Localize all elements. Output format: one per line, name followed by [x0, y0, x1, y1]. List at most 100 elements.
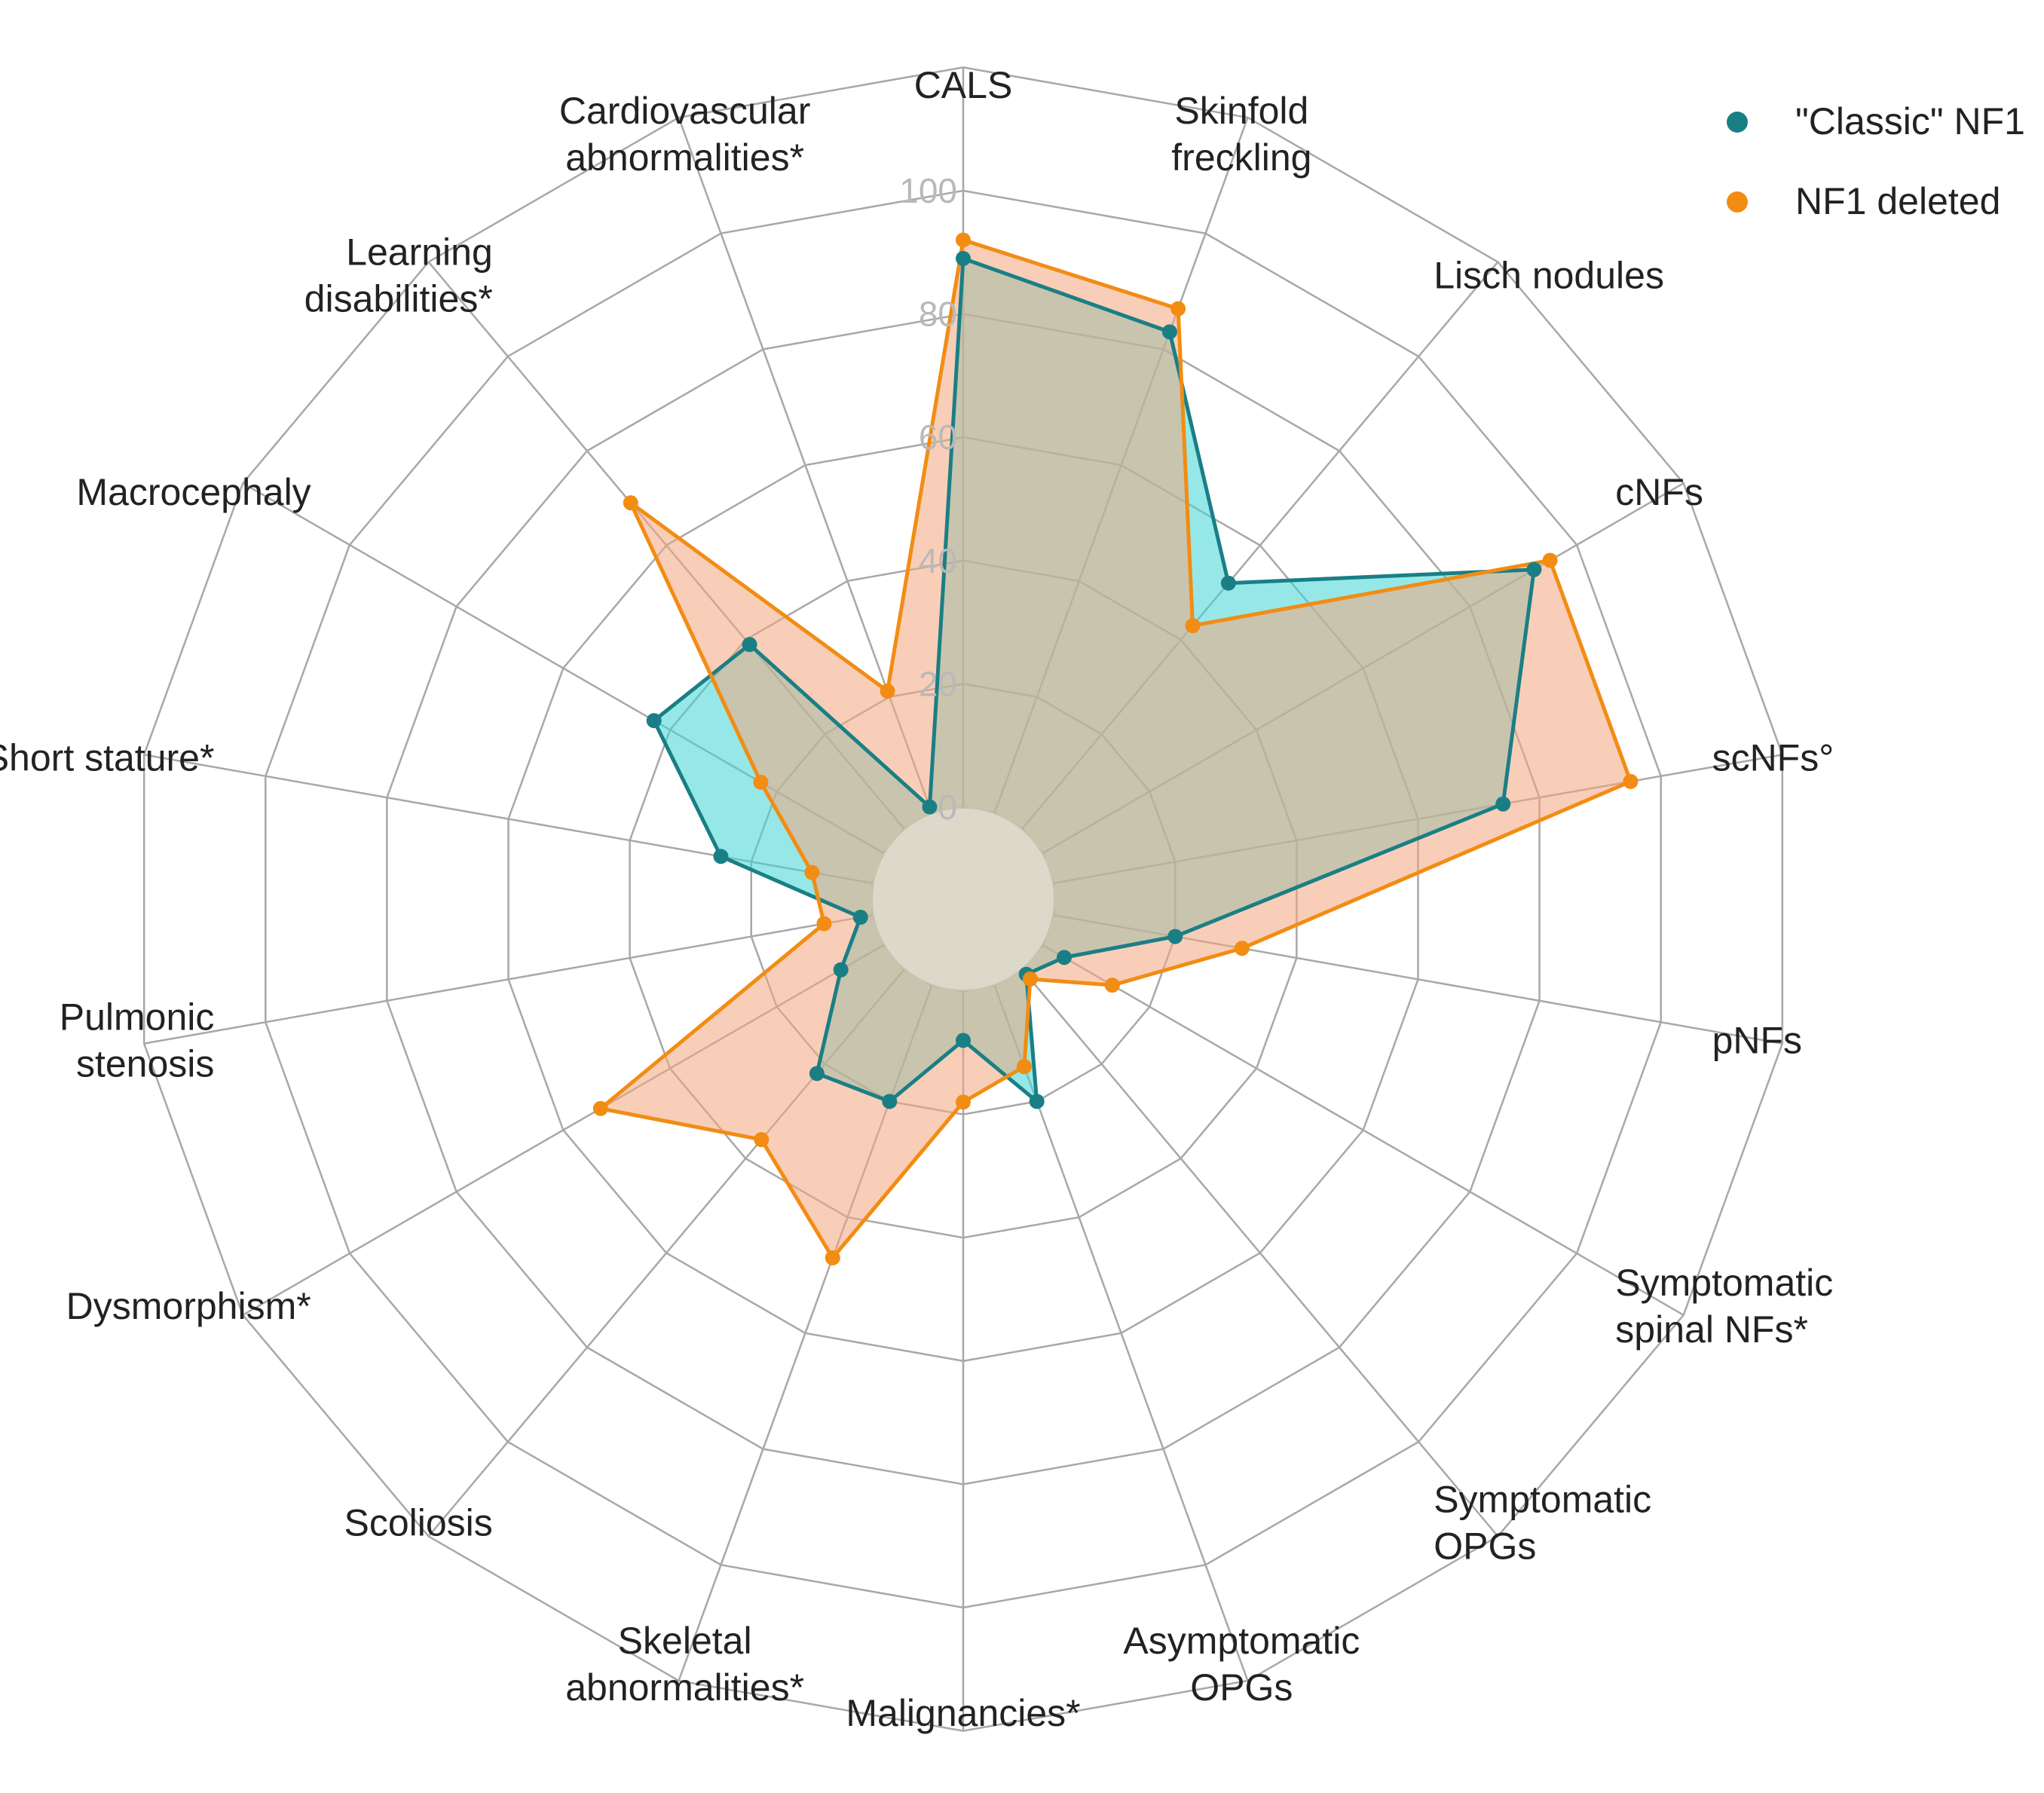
series-area-1 [600, 240, 1631, 1258]
radial-tick-labels: 0 20 40 60 80 100 [899, 171, 957, 827]
data-point [1542, 552, 1558, 568]
tick-label: 0 [938, 788, 957, 827]
axis-label-line: Learning [346, 231, 493, 274]
axis-label-line: Macrocephaly [76, 471, 311, 513]
axis-label: Pulmonic stenosis [60, 996, 215, 1085]
legend-label: NF1 deleted [1795, 180, 2000, 222]
data-point [1185, 618, 1201, 634]
axis-label-line: Short stature* [0, 736, 214, 779]
axis-label-line: abnormalities* [565, 136, 804, 179]
data-point [956, 250, 971, 266]
axis-label: Skeletal abnormalities* [565, 1620, 804, 1709]
axis-label-line: cNFs [1615, 471, 1703, 513]
data-point [1220, 575, 1236, 591]
axis-label-line: freckling [1171, 136, 1311, 179]
axis-label: Short stature* [0, 736, 214, 779]
data-point [1161, 324, 1177, 340]
tick-label: 60 [919, 418, 957, 457]
series-areas [600, 240, 1631, 1258]
data-point [1495, 796, 1511, 812]
inner-circle-overlay [873, 809, 1054, 990]
data-point [742, 637, 757, 653]
axis-label-line: OPGs [1434, 1525, 1536, 1567]
axis-label-line: Symptomatic [1434, 1478, 1651, 1520]
legend-marker [1727, 191, 1748, 213]
axis-label-line: CALS [914, 64, 1013, 106]
data-point [833, 962, 849, 978]
data-point [713, 849, 729, 864]
axis-label: cNFs [1615, 471, 1703, 513]
data-point [592, 1100, 608, 1116]
axis-label-line: spinal NFs* [1615, 1308, 1808, 1351]
series-points [592, 232, 1639, 1265]
data-point [809, 1066, 825, 1082]
data-point [1234, 941, 1250, 956]
axis-label: Asymptomatic OPGs [1123, 1620, 1360, 1709]
axis-label: CALS [914, 64, 1013, 106]
data-point [804, 864, 820, 880]
data-point [1016, 1059, 1032, 1075]
data-point [852, 910, 868, 926]
axis-label-line: Skinfold [1174, 90, 1308, 132]
axis-labels: CALS Skinfold freckling Lisch nodules cNFs sc… [0, 64, 1834, 1734]
axis-label: Macrocephaly [76, 471, 311, 513]
axis-label: Cardiovascular abnormalities* [559, 90, 810, 179]
axis-label-line: Pulmonic [60, 996, 215, 1039]
tick-label: 80 [919, 295, 957, 334]
axis-label: Malignancies* [846, 1692, 1080, 1734]
data-point [882, 1094, 898, 1109]
axis-label: Learning disabilities* [304, 231, 493, 320]
data-point [646, 713, 662, 729]
data-point [1623, 773, 1639, 789]
axis-label-line: OPGs [1190, 1666, 1293, 1709]
data-point [1167, 929, 1183, 944]
data-point [754, 1132, 770, 1148]
axis-label-line: Skeletal [618, 1620, 752, 1662]
data-point [825, 1250, 840, 1265]
data-point [1104, 978, 1120, 993]
data-point [1022, 971, 1038, 987]
data-point [880, 683, 895, 699]
axis-label: Skinfold freckling [1171, 90, 1311, 179]
tick-label: 100 [899, 171, 957, 210]
axis-label-line: abnormalities* [565, 1666, 804, 1709]
data-point [1056, 950, 1072, 965]
data-point [956, 1033, 971, 1048]
data-point [623, 495, 638, 511]
data-point [956, 232, 971, 248]
axis-label-line: Cardiovascular [559, 90, 810, 132]
legend: "Classic" NF1 NF1 deleted [1727, 100, 2025, 222]
legend-marker [1727, 112, 1748, 133]
tick-label: 40 [919, 541, 957, 580]
axis-label-line: Scoliosis [344, 1501, 492, 1544]
data-point [816, 916, 832, 932]
axis-label-line: Symptomatic [1615, 1262, 1833, 1304]
axis-label: pNFs [1712, 1020, 1802, 1062]
axis-label-line: Dysmorphism* [66, 1285, 311, 1327]
data-point [1526, 561, 1542, 577]
data-point [753, 774, 769, 790]
axis-label: Symptomatic OPGs [1434, 1478, 1651, 1567]
tick-label: 20 [919, 664, 957, 703]
axis-label-line: disabilities* [304, 278, 493, 320]
grid-ring-100 [265, 189, 1662, 1609]
data-point [922, 799, 938, 815]
legend-label: "Classic" NF1 [1795, 100, 2025, 142]
axis-label-line: stenosis [76, 1043, 214, 1085]
grid-ring-120 [142, 66, 1784, 1732]
data-point [956, 1094, 971, 1110]
axis-label: Lisch nodules [1434, 255, 1664, 297]
data-point [1029, 1094, 1045, 1109]
axis-label-line: scNFs° [1712, 736, 1834, 779]
axis-label-line: pNFs [1712, 1020, 1802, 1062]
axis-label-line: Malignancies* [846, 1692, 1080, 1734]
axis-label: Scoliosis [344, 1501, 492, 1544]
axis-label: Dysmorphism* [66, 1285, 311, 1327]
axis-label-line: Lisch nodules [1434, 255, 1664, 297]
axis-label: scNFs° [1712, 736, 1834, 779]
axis-label-line: Asymptomatic [1123, 1620, 1360, 1662]
data-point [1170, 301, 1186, 317]
axis-label: Symptomatic spinal NFs* [1615, 1262, 1833, 1351]
